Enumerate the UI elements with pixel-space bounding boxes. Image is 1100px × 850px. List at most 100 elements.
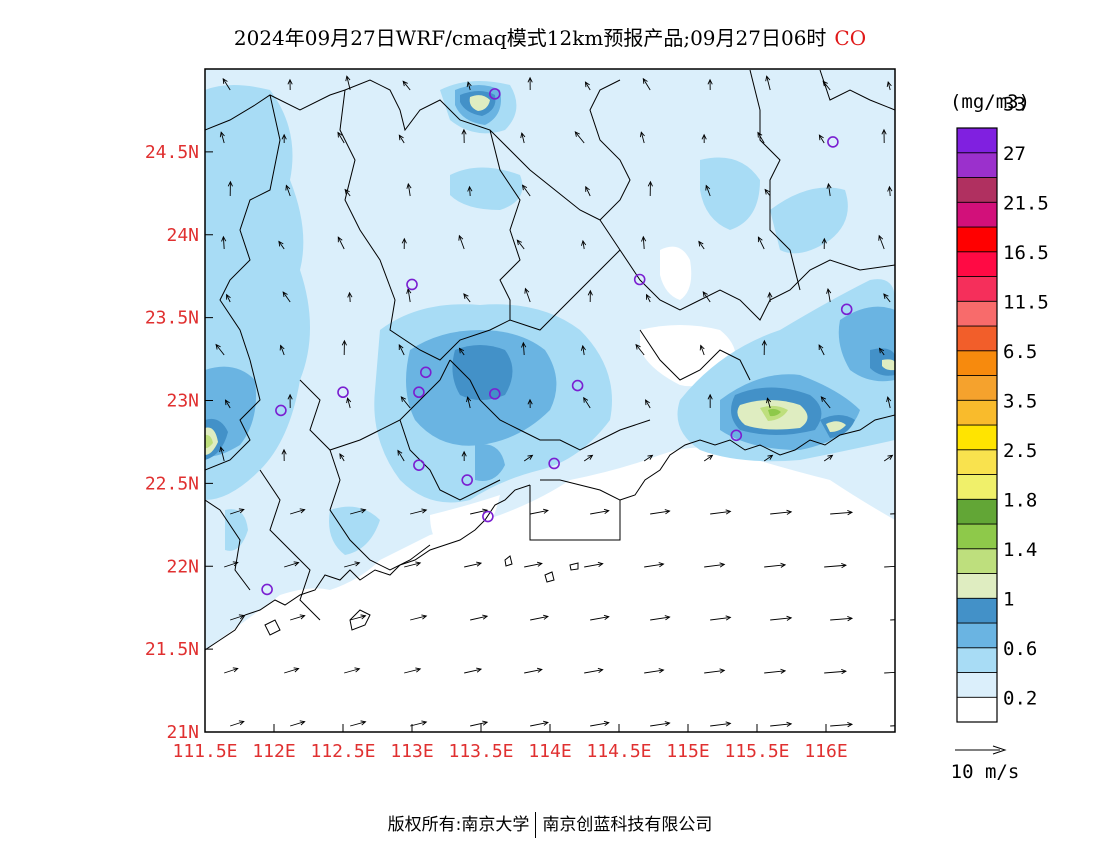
wind-arrow	[406, 287, 412, 303]
wind-arrow	[704, 668, 726, 674]
legend-label: 0.2	[1003, 687, 1037, 709]
wind-arrow	[290, 720, 306, 727]
lat-tick-label: 24N	[166, 225, 199, 246]
wind-arrow	[710, 615, 732, 621]
wind-arrow	[830, 510, 854, 516]
station-marker	[730, 429, 743, 442]
wind-arrow	[581, 239, 587, 250]
wind-arrow	[707, 78, 713, 91]
wind-arrow	[886, 81, 892, 91]
legend-swatch	[956, 300, 998, 327]
wind-arrow	[524, 561, 543, 568]
wind-arrow	[646, 293, 651, 303]
wind-arrow	[823, 454, 834, 462]
legend-label: 0.6	[1003, 638, 1037, 660]
wind-arrow	[707, 393, 713, 409]
station-marker	[413, 386, 425, 399]
legend-label: 11.5	[1003, 291, 1049, 313]
wind-arrow	[583, 454, 594, 462]
wind-arrow	[699, 344, 705, 356]
wind-arrow	[284, 667, 300, 674]
wind-arrow	[401, 237, 407, 250]
legend-swatch	[956, 696, 998, 723]
legend-label: 2.5	[1003, 440, 1037, 462]
wind-arrow	[824, 669, 847, 675]
lon-tick-label: 112.5E	[310, 741, 375, 762]
wind-arrow	[824, 563, 847, 569]
legend-swatch	[956, 548, 998, 574]
lat-tick-label: 24.5N	[145, 142, 199, 163]
wind-arrow	[527, 398, 533, 409]
wind-arrow	[404, 667, 422, 674]
lat-tick-label: 23.5N	[145, 308, 199, 329]
admin-boundaries	[205, 69, 895, 621]
legend-label: 27	[1003, 143, 1026, 165]
legend-swatch	[956, 424, 998, 451]
legend-label: 1	[1003, 588, 1014, 610]
wind-arrow	[230, 508, 245, 515]
station-marker	[488, 88, 501, 100]
station-marker	[419, 366, 432, 379]
wind-scale: 10 m/s	[951, 745, 1019, 783]
lon-tick-label: 113E	[390, 741, 433, 762]
station-marker	[337, 386, 349, 399]
wind-arrow	[710, 721, 732, 727]
wind-arrow	[530, 720, 549, 727]
wind-arrow	[290, 508, 306, 515]
copyright-right: 南京创蓝科技有限公司	[542, 815, 713, 835]
station-marker	[571, 379, 584, 392]
legend-label: 1.4	[1003, 539, 1037, 561]
wind-arrow	[467, 185, 473, 197]
map-axes: 111.5E 112E 112.5E 113E 113.5E 114E 114.5E 115E…	[145, 142, 848, 762]
wind-arrow	[215, 343, 225, 356]
wind-arrow	[590, 508, 610, 515]
wind-arrow	[820, 396, 831, 409]
legend-swatch	[956, 498, 998, 525]
wind-arrow	[883, 454, 894, 462]
wind-arrow	[337, 236, 345, 250]
wind-arrow	[466, 396, 472, 409]
wind-arrow	[644, 668, 665, 674]
wind-arrow	[345, 75, 351, 91]
station-marker	[413, 459, 425, 471]
wind-arrow	[757, 236, 765, 250]
wind-arrow	[826, 182, 832, 197]
wind-arrow	[464, 667, 483, 674]
wind-arrow	[466, 81, 472, 91]
wind-arrow	[764, 188, 771, 197]
wind-arrow	[339, 453, 345, 462]
wind-arrow	[766, 397, 772, 409]
wind-arrow	[767, 291, 773, 303]
footer-separator	[535, 812, 537, 838]
wind-arrow	[346, 397, 352, 409]
wind-arrow	[635, 343, 645, 356]
legend-swatch	[956, 573, 998, 599]
wind-arrow	[818, 134, 825, 144]
station-marker	[548, 457, 560, 470]
monitoring-stations	[261, 88, 853, 596]
station-marker	[261, 583, 273, 596]
wind-arrow	[585, 185, 591, 197]
legend-swatch	[956, 177, 998, 203]
wind-arrow	[890, 513, 895, 515]
lon-tick-label: 112E	[252, 741, 295, 762]
wind-arrow	[757, 131, 765, 144]
lat-tick-label: 22.5N	[145, 473, 199, 494]
wind-arrow	[584, 561, 604, 568]
wind-arrow	[410, 720, 428, 727]
wind-arrow	[830, 616, 854, 622]
legend-swatch	[956, 647, 998, 673]
wind-arrow	[221, 235, 227, 250]
wind-arrow	[410, 508, 428, 515]
legend-label: 16.5	[1003, 242, 1049, 264]
wind-arrow	[818, 344, 825, 356]
wind-arrow	[765, 75, 771, 91]
legend-swatch	[956, 597, 998, 624]
wind-arrow	[347, 291, 353, 303]
station-marker	[482, 510, 494, 523]
wind-arrow	[878, 234, 885, 250]
wind-arrow	[822, 80, 831, 91]
wind-arrow	[461, 450, 467, 462]
legend-swatch	[956, 276, 998, 302]
wind-arrow	[226, 293, 231, 303]
